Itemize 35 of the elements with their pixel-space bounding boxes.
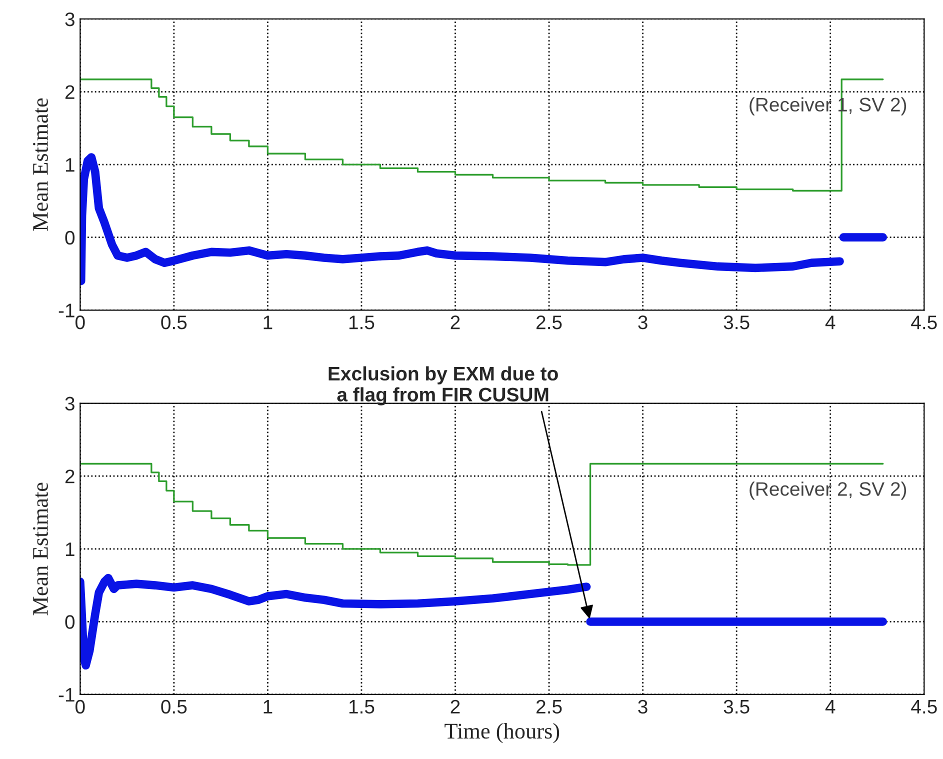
- x-axis-title: Time (hours): [444, 723, 560, 744]
- annotation: Exclusion by EXM due to a flag from FIR CUSUM: [328, 366, 558, 406]
- y-axis-title: Mean Estimate: [33, 482, 48, 616]
- x-tick-label: 2: [450, 700, 460, 714]
- x-tick-label: 4: [825, 316, 836, 330]
- y-tick-label: 0: [65, 230, 75, 245]
- y-tick-label: 2: [65, 85, 74, 99]
- y-tick-label: 0: [65, 615, 75, 629]
- x-tick-label: 4: [825, 700, 836, 714]
- x-tick-label: 3.5: [724, 700, 750, 714]
- x-tick-label: 2.5: [536, 316, 562, 330]
- x-tick-label: 0: [76, 316, 85, 330]
- x-tick-label: 1.5: [349, 316, 374, 330]
- x-tick-label: 4.5: [911, 700, 937, 714]
- x-tick-label: 3: [638, 700, 648, 714]
- x-tick-label: 2: [450, 316, 460, 330]
- y-tick-label: 1: [66, 542, 74, 556]
- x-tick-label: 1: [264, 700, 272, 714]
- x-tick-label: 3.5: [724, 316, 750, 330]
- y-tick-label: -1: [58, 688, 74, 702]
- y-tick-label: 2: [65, 470, 74, 484]
- x-tick-label: 0.5: [161, 316, 187, 330]
- x-tick-label: 1: [264, 316, 272, 330]
- x-tick-label: 3: [638, 316, 648, 330]
- y-tick-label: 3: [65, 396, 74, 411]
- y-tick-label: 1: [66, 158, 74, 172]
- x-tick-label: 1.5: [349, 700, 374, 714]
- x-tick-label: 0: [76, 700, 85, 714]
- x-tick-label: 4.5: [911, 316, 937, 330]
- y-tick-label: -1: [58, 304, 74, 318]
- y-tick-label: 3: [65, 12, 74, 26]
- y-axis-title: Mean Estimate: [33, 98, 48, 231]
- x-tick-label: 0.5: [161, 700, 187, 714]
- x-tick-label: 2.5: [536, 700, 562, 714]
- annotation: (Receiver 2, SV 2): [750, 482, 906, 500]
